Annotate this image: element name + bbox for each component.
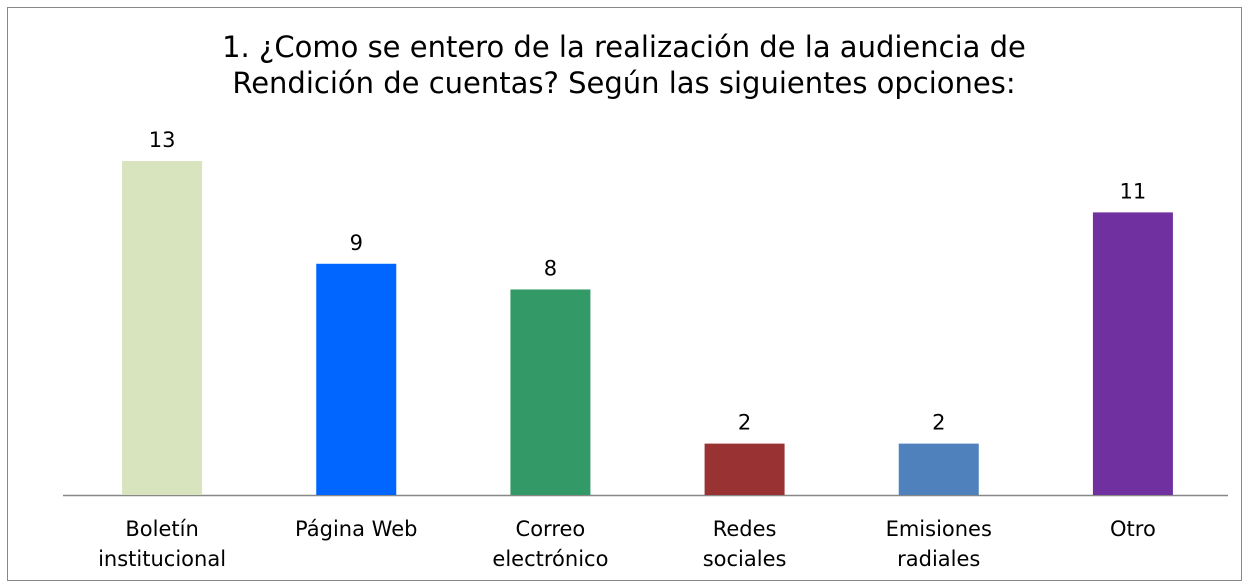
x-tick-label: Página Web xyxy=(295,517,417,541)
bar xyxy=(122,161,203,495)
x-tick-label: Otro xyxy=(1110,517,1156,541)
x-tick-label: Redes sociales xyxy=(703,517,787,571)
data-label: 13 xyxy=(149,128,176,152)
bar xyxy=(1092,212,1173,495)
data-label: 2 xyxy=(738,411,751,435)
x-tick-label: Correo electrónico xyxy=(492,517,608,571)
bar xyxy=(510,289,591,495)
x-tick-label: Emisiones radiales xyxy=(886,517,992,571)
bar xyxy=(704,443,785,495)
data-label: 8 xyxy=(544,256,557,280)
bar xyxy=(316,263,397,495)
bar xyxy=(898,443,979,495)
data-label: 11 xyxy=(1120,179,1147,203)
chart-border xyxy=(7,7,1242,581)
data-label: 2 xyxy=(932,411,945,435)
x-tick-label: Boletín institucional xyxy=(98,517,226,571)
chart-title: 1. ¿Como se entero de la realización de … xyxy=(222,30,1026,100)
data-label: 9 xyxy=(350,231,363,255)
